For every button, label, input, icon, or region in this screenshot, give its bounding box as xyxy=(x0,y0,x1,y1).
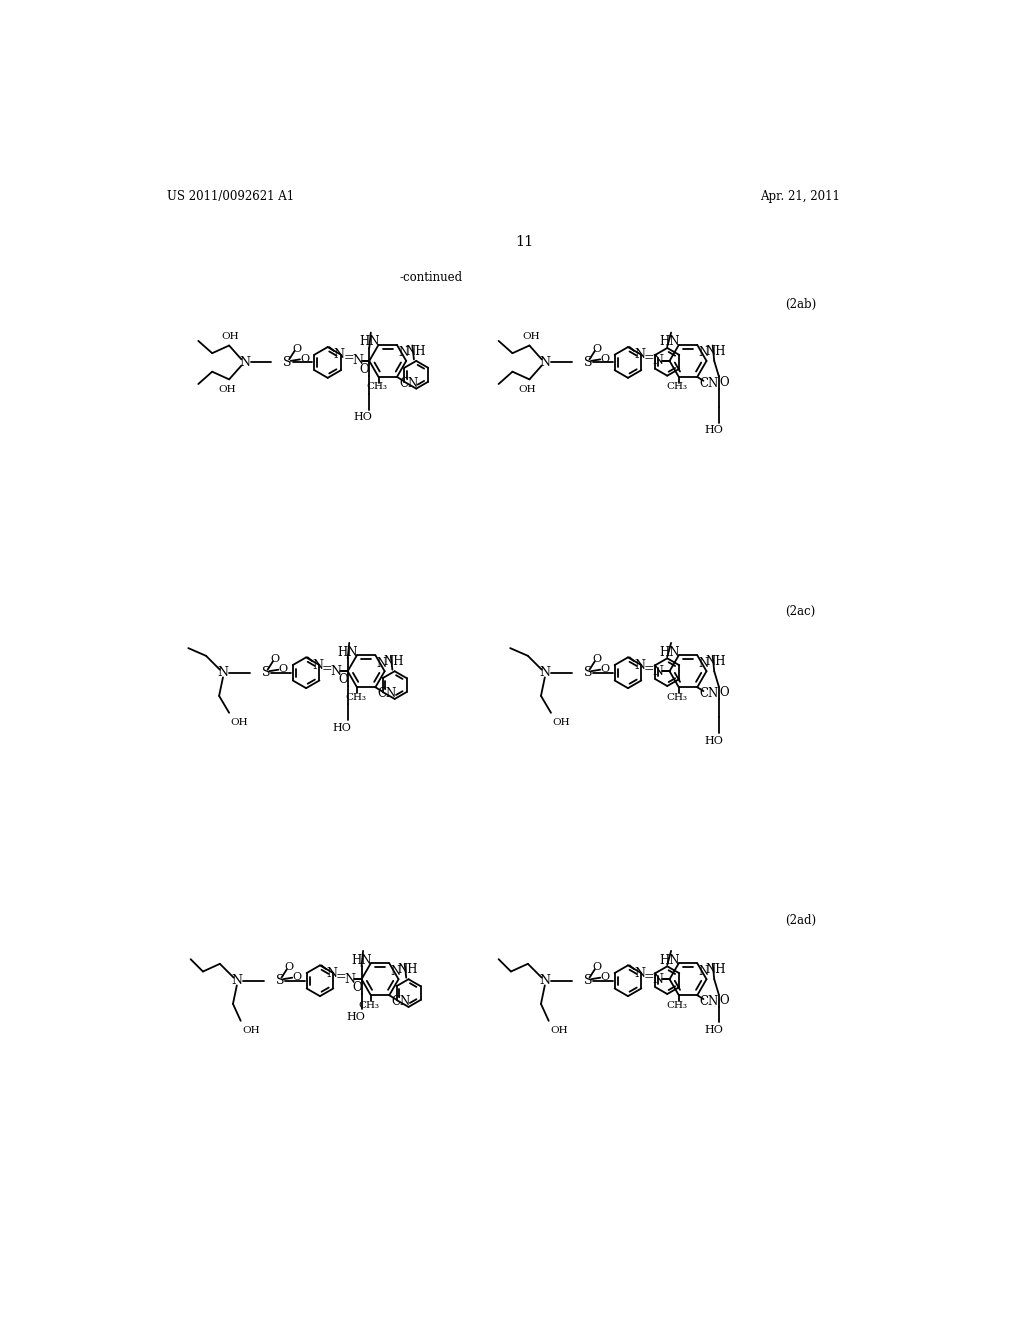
Text: =: = xyxy=(343,351,353,364)
Text: OH: OH xyxy=(550,1027,568,1035)
Text: HO: HO xyxy=(332,722,351,733)
Text: HO: HO xyxy=(353,412,373,422)
Text: S: S xyxy=(275,974,285,987)
Text: N: N xyxy=(698,965,709,978)
Text: NH: NH xyxy=(384,656,404,668)
Text: N: N xyxy=(352,354,364,367)
Text: O: O xyxy=(270,653,280,664)
Text: CH₃: CH₃ xyxy=(667,1001,688,1010)
Text: OH: OH xyxy=(522,331,540,341)
Text: O: O xyxy=(338,673,348,686)
Text: NH: NH xyxy=(397,964,418,977)
Text: (2ad): (2ad) xyxy=(785,915,816,927)
Text: N: N xyxy=(331,665,342,677)
Text: CN: CN xyxy=(399,376,418,389)
Text: S: S xyxy=(284,356,292,370)
Text: 11: 11 xyxy=(516,235,534,248)
Text: =: = xyxy=(336,970,346,982)
Text: CN: CN xyxy=(378,686,396,700)
Text: =: = xyxy=(643,351,654,364)
Text: N: N xyxy=(326,966,337,979)
Text: CN: CN xyxy=(699,686,719,700)
Text: N: N xyxy=(398,346,409,359)
Text: HO: HO xyxy=(705,1026,724,1035)
Text: O: O xyxy=(720,686,729,700)
Text: O: O xyxy=(720,994,729,1007)
Text: N: N xyxy=(652,354,664,367)
Text: OH: OH xyxy=(218,385,236,393)
Text: =: = xyxy=(322,661,332,675)
Text: N: N xyxy=(312,659,324,672)
Text: NH: NH xyxy=(406,345,426,358)
Text: OH: OH xyxy=(230,718,248,727)
Text: N: N xyxy=(540,667,550,680)
Text: S: S xyxy=(584,667,592,680)
Text: OH: OH xyxy=(222,331,240,341)
Text: HN: HN xyxy=(359,335,380,348)
Text: NH: NH xyxy=(706,345,726,358)
Text: N: N xyxy=(217,667,228,680)
Text: HN: HN xyxy=(351,953,372,966)
Text: =: = xyxy=(643,970,654,982)
Text: O: O xyxy=(600,354,609,363)
Text: HO: HO xyxy=(346,1012,365,1022)
Text: N: N xyxy=(344,973,355,986)
Text: HN: HN xyxy=(659,953,680,966)
Text: N: N xyxy=(540,974,550,987)
Text: O: O xyxy=(300,354,309,363)
Text: CH₃: CH₃ xyxy=(358,1001,380,1010)
Text: N: N xyxy=(652,665,664,677)
Text: O: O xyxy=(600,664,609,675)
Text: N: N xyxy=(390,965,400,978)
Text: CH₃: CH₃ xyxy=(367,383,387,392)
Text: N: N xyxy=(231,974,243,987)
Text: (2ab): (2ab) xyxy=(784,298,816,312)
Text: CH₃: CH₃ xyxy=(667,693,688,702)
Text: OH: OH xyxy=(518,385,536,393)
Text: HN: HN xyxy=(659,335,680,348)
Text: =: = xyxy=(643,661,654,675)
Text: O: O xyxy=(285,962,294,972)
Text: O: O xyxy=(279,664,288,675)
Text: NH: NH xyxy=(706,656,726,668)
Text: CN: CN xyxy=(391,995,411,1008)
Text: N: N xyxy=(698,346,709,359)
Text: OH: OH xyxy=(243,1027,260,1035)
Text: CN: CN xyxy=(699,995,719,1008)
Text: N: N xyxy=(334,348,345,362)
Text: N: N xyxy=(377,657,387,669)
Text: HO: HO xyxy=(705,735,724,746)
Text: O: O xyxy=(600,972,609,982)
Text: CH₃: CH₃ xyxy=(345,693,366,702)
Text: N: N xyxy=(239,356,250,370)
Text: N: N xyxy=(634,348,645,362)
Text: O: O xyxy=(292,343,301,354)
Text: CH₃: CH₃ xyxy=(667,383,688,392)
Text: -continued: -continued xyxy=(399,271,463,284)
Text: O: O xyxy=(352,981,361,994)
Text: O: O xyxy=(359,363,370,376)
Text: S: S xyxy=(262,667,270,680)
Text: O: O xyxy=(593,653,602,664)
Text: OH: OH xyxy=(553,718,570,727)
Text: HO: HO xyxy=(705,425,724,436)
Text: N: N xyxy=(698,657,709,669)
Text: S: S xyxy=(584,356,592,370)
Text: (2ac): (2ac) xyxy=(785,605,815,618)
Text: HN: HN xyxy=(338,645,358,659)
Text: NH: NH xyxy=(706,964,726,977)
Text: O: O xyxy=(292,972,301,982)
Text: O: O xyxy=(593,962,602,972)
Text: O: O xyxy=(720,376,729,389)
Text: N: N xyxy=(634,659,645,672)
Text: CN: CN xyxy=(699,376,719,389)
Text: US 2011/0092621 A1: US 2011/0092621 A1 xyxy=(167,190,294,203)
Text: S: S xyxy=(584,974,592,987)
Text: N: N xyxy=(652,973,664,986)
Text: O: O xyxy=(593,343,602,354)
Text: HN: HN xyxy=(659,645,680,659)
Text: N: N xyxy=(634,966,645,979)
Text: N: N xyxy=(540,356,550,370)
Text: Apr. 21, 2011: Apr. 21, 2011 xyxy=(761,190,841,203)
